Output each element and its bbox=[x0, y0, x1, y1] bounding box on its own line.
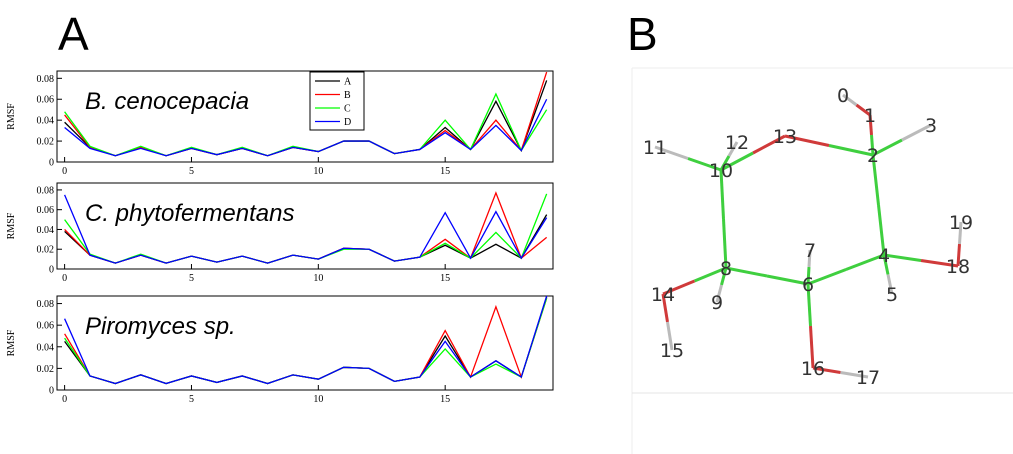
series-line bbox=[65, 298, 547, 383]
atom-label: 15 bbox=[660, 340, 684, 362]
y-tick-label: 0.06 bbox=[37, 205, 55, 216]
chart-title: B. cenocepacia bbox=[85, 88, 249, 115]
x-tick-label: 10 bbox=[313, 394, 323, 405]
legend-label: D bbox=[344, 117, 351, 128]
series-line bbox=[65, 297, 547, 383]
y-axis-label: RMSF bbox=[6, 103, 17, 130]
y-tick-label: 0.04 bbox=[37, 116, 55, 127]
x-tick-label: 10 bbox=[313, 273, 323, 284]
y-tick-label: 0.04 bbox=[37, 225, 55, 236]
x-tick-label: 0 bbox=[62, 273, 67, 284]
atom-label: 0 bbox=[837, 85, 849, 107]
atom-label: 19 bbox=[949, 212, 973, 234]
atom-label: 8 bbox=[720, 258, 732, 280]
atom-label: 9 bbox=[711, 292, 723, 314]
chart-title: Piromyces sp. bbox=[85, 313, 236, 340]
x-tick-label: 5 bbox=[189, 394, 194, 405]
y-tick-label: 0.06 bbox=[37, 321, 55, 332]
y-tick-label: 0 bbox=[49, 386, 54, 397]
panel-label: A bbox=[58, 8, 89, 60]
x-tick-label: 10 bbox=[313, 166, 323, 177]
atom-label: 14 bbox=[651, 284, 675, 306]
figure: A B 00.020.040.060.08051015RMSFB. cenoce… bbox=[0, 0, 1013, 454]
legend-label: B bbox=[344, 90, 351, 101]
bond bbox=[726, 268, 767, 276]
y-tick-label: 0.08 bbox=[37, 299, 55, 310]
plot-frame bbox=[57, 296, 553, 390]
atom-label: 3 bbox=[925, 115, 937, 137]
x-tick-label: 15 bbox=[440, 394, 450, 405]
legend-label: C bbox=[344, 104, 351, 115]
y-tick-label: 0.04 bbox=[37, 342, 55, 353]
atom-label: 6 bbox=[802, 274, 814, 296]
panel-label: B bbox=[627, 8, 658, 60]
atom-label: 11 bbox=[643, 137, 667, 159]
series-line bbox=[65, 298, 547, 383]
y-tick-label: 0 bbox=[49, 158, 54, 169]
y-tick-label: 0.02 bbox=[37, 364, 55, 375]
x-tick-label: 15 bbox=[440, 166, 450, 177]
atom-label: 10 bbox=[709, 160, 733, 182]
y-tick-label: 0 bbox=[49, 265, 54, 276]
y-tick-label: 0.06 bbox=[37, 95, 55, 106]
atom-label: 4 bbox=[878, 245, 890, 267]
y-tick-label: 0.02 bbox=[37, 245, 55, 256]
atom-label: 16 bbox=[801, 358, 825, 380]
x-tick-label: 15 bbox=[440, 273, 450, 284]
atom-label: 13 bbox=[773, 126, 797, 148]
atom-label: 18 bbox=[946, 256, 970, 278]
atom-label: 2 bbox=[867, 145, 879, 167]
y-tick-label: 0.02 bbox=[37, 137, 55, 148]
atom-label: 1 bbox=[864, 105, 876, 127]
x-tick-label: 0 bbox=[62, 394, 67, 405]
atom-label: 17 bbox=[856, 367, 880, 389]
x-tick-label: 0 bbox=[62, 166, 67, 177]
y-tick-label: 0.08 bbox=[37, 74, 55, 85]
atom-label: 12 bbox=[725, 132, 749, 154]
legend-label: A bbox=[344, 77, 352, 88]
y-axis-label: RMSF bbox=[6, 329, 17, 356]
x-tick-label: 5 bbox=[189, 273, 194, 284]
x-tick-label: 5 bbox=[189, 166, 194, 177]
atom-label: 7 bbox=[804, 240, 816, 262]
y-axis-label: RMSF bbox=[6, 212, 17, 239]
y-tick-label: 0.08 bbox=[37, 185, 55, 196]
atom-label: 5 bbox=[886, 284, 898, 306]
chart-title: C. phytofermentans bbox=[85, 200, 294, 227]
